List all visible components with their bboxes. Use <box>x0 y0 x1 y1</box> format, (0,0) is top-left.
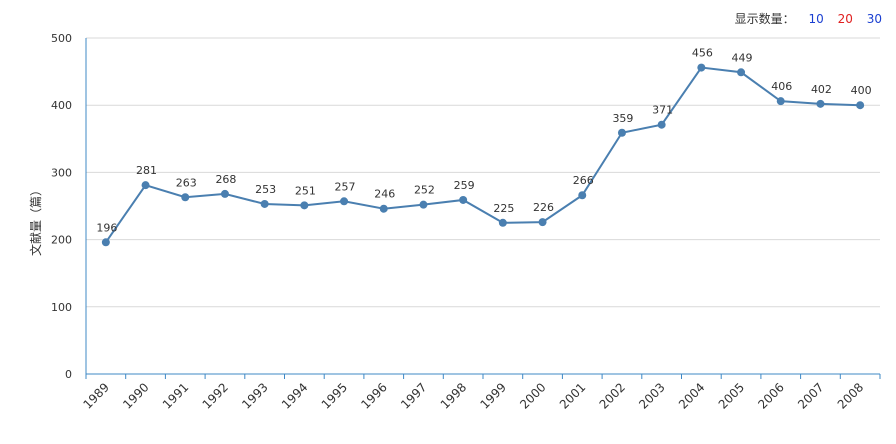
data-label: 449 <box>732 51 753 64</box>
series-line <box>105 66 861 243</box>
data-point <box>776 97 785 106</box>
data-point <box>459 195 468 204</box>
data-point <box>657 120 666 129</box>
x-tick-label: 1998 <box>438 380 469 411</box>
data-point <box>697 63 706 72</box>
data-label: 196 <box>96 221 117 234</box>
x-tick-label: 2001 <box>557 380 588 411</box>
y-tick-label: 400 <box>51 99 72 112</box>
display-count-control: 显示数量： 10 20 30 <box>735 10 882 27</box>
data-label: 246 <box>374 188 395 201</box>
x-tick-label: 1997 <box>398 380 429 411</box>
data-label: 268 <box>215 173 236 186</box>
data-point <box>498 218 507 227</box>
data-label: 226 <box>533 201 554 214</box>
data-label: 225 <box>493 202 514 215</box>
data-label: 257 <box>335 180 356 193</box>
data-point <box>578 191 587 200</box>
x-tick-label: 2008 <box>835 380 866 411</box>
x-tick-label: 2004 <box>676 380 707 411</box>
x-tick-label: 1989 <box>80 380 111 411</box>
display-count-option-30[interactable]: 30 <box>866 12 882 26</box>
data-label: 252 <box>414 184 435 197</box>
display-count-option-10[interactable]: 10 <box>808 12 824 26</box>
data-point <box>340 197 349 206</box>
x-tick-label: 1999 <box>477 380 508 411</box>
data-label: 406 <box>771 80 792 93</box>
data-label: 259 <box>454 179 475 192</box>
data-point <box>379 204 388 213</box>
x-tick-label: 1991 <box>160 380 191 411</box>
data-point <box>816 99 825 108</box>
data-point <box>617 128 626 137</box>
data-label: 359 <box>612 112 633 125</box>
data-label: 263 <box>176 176 197 189</box>
x-tick-label: 1995 <box>319 380 350 411</box>
data-point <box>856 101 865 110</box>
x-tick-label: 2007 <box>795 380 826 411</box>
data-point <box>538 218 547 227</box>
data-point <box>101 238 110 247</box>
data-label: 400 <box>851 84 872 97</box>
x-tick-label: 1992 <box>200 380 231 411</box>
data-point <box>220 189 229 198</box>
data-point <box>141 181 150 190</box>
x-tick-label: 2006 <box>755 380 786 411</box>
y-tick-label: 500 <box>51 32 72 45</box>
x-tick-label: 2002 <box>597 380 628 411</box>
x-tick-label: 1993 <box>239 380 270 411</box>
x-tick-label: 1994 <box>279 380 310 411</box>
data-point <box>737 68 746 77</box>
data-point <box>300 201 309 210</box>
y-axis-title: 文献量（篇） <box>28 184 43 256</box>
data-label: 253 <box>255 183 276 196</box>
x-tick-label: 2005 <box>716 380 747 411</box>
y-tick-label: 0 <box>65 368 72 381</box>
x-tick-label: 1996 <box>358 380 389 411</box>
x-tick-label: 1990 <box>120 380 151 411</box>
data-label: 402 <box>811 83 832 96</box>
y-tick-label: 100 <box>51 301 72 314</box>
data-point <box>181 193 190 202</box>
y-tick-label: 300 <box>51 166 72 179</box>
data-label: 456 <box>692 47 713 60</box>
data-label: 281 <box>136 164 157 177</box>
display-count-label: 显示数量： <box>734 12 795 26</box>
data-label: 266 <box>573 174 594 187</box>
display-count-option-20[interactable]: 20 <box>837 12 853 26</box>
data-point <box>419 200 428 209</box>
y-tick-label: 200 <box>51 234 72 247</box>
x-tick-label: 2003 <box>636 380 667 411</box>
data-label: 251 <box>295 184 316 197</box>
data-label: 371 <box>652 104 673 117</box>
data-point <box>260 199 269 208</box>
x-tick-label: 2000 <box>517 380 548 411</box>
